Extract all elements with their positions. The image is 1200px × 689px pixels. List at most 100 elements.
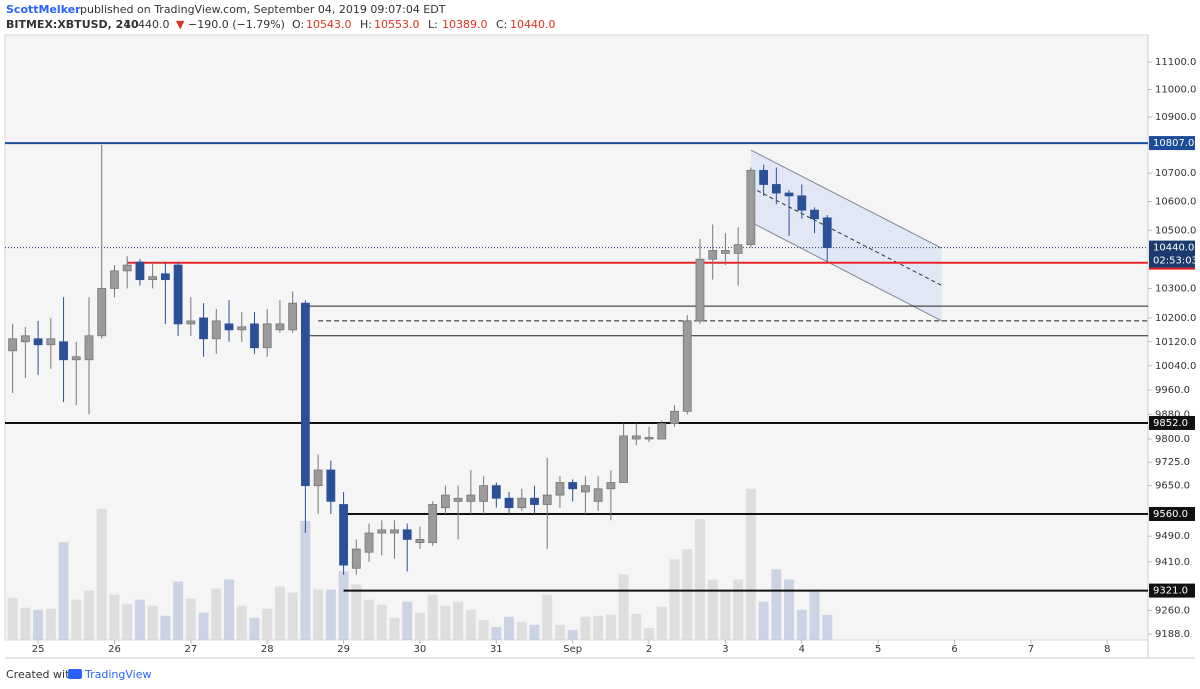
candle-body: [606, 482, 616, 490]
volume-bar: [185, 598, 196, 640]
candle-body: [8, 338, 18, 352]
volume-bar: [351, 584, 362, 640]
change: −190.0 (−1.79%): [188, 18, 285, 31]
ohlc-label: L:: [428, 18, 438, 31]
volume-bar: [465, 609, 476, 640]
volume-bar: [504, 616, 515, 640]
volume-bar: [720, 589, 731, 640]
volume-bar: [656, 606, 667, 640]
plot-area: [4, 34, 1149, 641]
volume-bar: [554, 624, 565, 640]
volume-bar: [784, 579, 795, 640]
candle-body: [59, 341, 68, 361]
x-tick-label: 6: [951, 644, 957, 655]
candle-body: [46, 338, 56, 346]
volume-bar: [440, 605, 451, 640]
price-badge: [1149, 415, 1195, 430]
volume-bar: [529, 624, 540, 640]
candle-body: [237, 326, 247, 331]
volume-bar: [173, 581, 184, 640]
volume-bar: [414, 612, 425, 640]
volume-bar: [109, 594, 120, 640]
volume-bar: [147, 605, 158, 640]
last-price-label: 10440.0: [1153, 243, 1194, 254]
price-badge-label: 10807.0: [1153, 138, 1194, 149]
price-badge-label: 9321.0: [1153, 586, 1188, 597]
candle-body: [351, 548, 361, 569]
volume-bar: [364, 599, 375, 640]
logo: [68, 669, 82, 679]
candle-body: [479, 485, 488, 502]
candle-body: [377, 529, 387, 534]
candle-body: [733, 244, 743, 254]
candle-body: [530, 497, 539, 505]
volume-bar: [236, 605, 247, 640]
price-badge-label: 9560.0: [1153, 509, 1188, 520]
author[interactable]: ScottMelker: [6, 3, 81, 16]
candle-body: [71, 356, 81, 361]
candle-body: [250, 323, 259, 349]
y-tick-label: 10500.0: [1155, 225, 1196, 236]
volume-bar: [224, 579, 235, 640]
volume-bar: [122, 603, 133, 640]
candle-body: [84, 335, 94, 361]
y-tick-label: 9880.0: [1155, 409, 1190, 420]
y-tick-label: 10600.0: [1155, 197, 1196, 208]
volume-bar: [300, 521, 311, 640]
candle-body: [708, 250, 718, 260]
volume-bar: [274, 586, 285, 640]
price-badge: [1149, 583, 1195, 598]
volume-bar: [733, 579, 744, 640]
ohlc-label: O:: [292, 18, 304, 31]
candle-body: [300, 302, 310, 487]
candle-body: [122, 264, 132, 272]
candle-body: [466, 494, 476, 502]
volume-bar: [402, 601, 413, 640]
y-tick-label: 9188.0: [1155, 629, 1190, 640]
volume-bar: [20, 607, 31, 640]
candle-body: [326, 469, 336, 502]
ohlc-value: 10543.0: [306, 18, 352, 31]
candle-body: [619, 435, 628, 483]
volume-bar: [758, 601, 769, 640]
volume-bar: [453, 601, 464, 640]
volume-bar: [71, 599, 82, 640]
candle-body: [568, 482, 578, 490]
volume-bar: [33, 609, 44, 640]
x-tick-label: 31: [490, 644, 503, 655]
candle-body: [148, 276, 158, 281]
countdown: 02:53:03: [1153, 256, 1198, 267]
volume-bar: [694, 519, 705, 640]
y-tick-label: 9725.0: [1155, 457, 1190, 468]
footer-brand[interactable]: TradingView: [84, 668, 151, 681]
candle-body: [262, 323, 272, 349]
y-tick-label: 10700.0: [1155, 168, 1196, 179]
x-tick-label: 4: [799, 644, 805, 655]
channel-fill: [750, 150, 942, 321]
candle-body: [313, 469, 323, 487]
candle-body: [797, 195, 807, 211]
candle-body: [288, 302, 298, 331]
volume-bar: [58, 542, 69, 640]
candle-body: [160, 273, 170, 281]
candle-body: [581, 485, 590, 493]
y-tick-label: 9960.0: [1155, 385, 1190, 396]
volume-bar: [249, 617, 260, 640]
volume-bar: [822, 614, 833, 640]
channel-line: [750, 149, 943, 249]
ohlc-label: C:: [496, 18, 507, 31]
y-tick-label: 9260.0: [1155, 605, 1190, 616]
volume-bar: [580, 616, 591, 640]
x-tick-label: 26: [108, 644, 121, 655]
last: 10440.0: [124, 18, 170, 31]
volume-bar: [796, 609, 807, 640]
last-price-badge: [1149, 240, 1195, 268]
volume-bar: [618, 574, 629, 640]
candle-body: [364, 532, 374, 553]
volume-bar: [605, 614, 616, 640]
candle-body: [173, 264, 183, 325]
y-tick-label: 9410.0: [1155, 557, 1190, 568]
footer-created: Created with: [6, 668, 76, 681]
price-badge-label: 9852.0: [1153, 418, 1188, 429]
